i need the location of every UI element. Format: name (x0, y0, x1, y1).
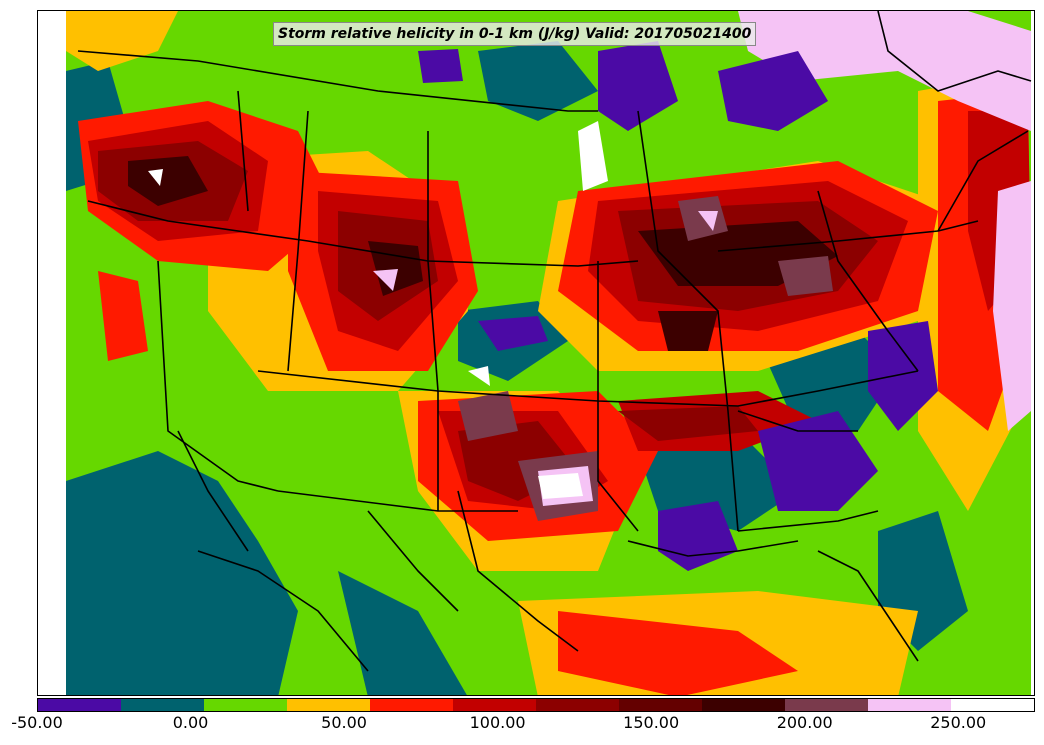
colorbar-segment (951, 699, 1034, 711)
colorbar-segment (785, 699, 868, 711)
colorbar-segment (536, 699, 619, 711)
colorbar (37, 698, 1035, 712)
colorbar-tick-label: -50.00 (11, 713, 63, 732)
colorbar-segment (204, 699, 287, 711)
colorbar-segment (370, 699, 453, 711)
colorbar-segment (868, 699, 951, 711)
colorbar-segment (619, 699, 702, 711)
colorbar-tick-label: 150.00 (623, 713, 680, 732)
boundary-lines (77, 11, 1032, 672)
colorbar-segment (453, 699, 536, 711)
colorbar-tick-label: 250.00 (930, 713, 987, 732)
colorbar-tick-label: 50.00 (321, 713, 367, 732)
colorbar-segment (702, 699, 785, 711)
colorbar-segment (121, 699, 204, 711)
colorbar-tick-label: 100.00 (469, 713, 526, 732)
colorbar-labels: -50.00 0.00 50.00 100.00 150.00 200.00 250.00 (0, 713, 1044, 737)
colorbar-segment (38, 699, 121, 711)
colorbar-tick-label: 200.00 (776, 713, 833, 732)
helicity-map (38, 11, 1032, 695)
map-title: Storm relative helicity in 0-1 km (J/kg)… (273, 22, 757, 46)
map-frame (37, 10, 1035, 696)
outside-domain (38, 11, 66, 695)
colorbar-segment (287, 699, 370, 711)
colorbar-tick-label: 0.00 (172, 713, 209, 732)
